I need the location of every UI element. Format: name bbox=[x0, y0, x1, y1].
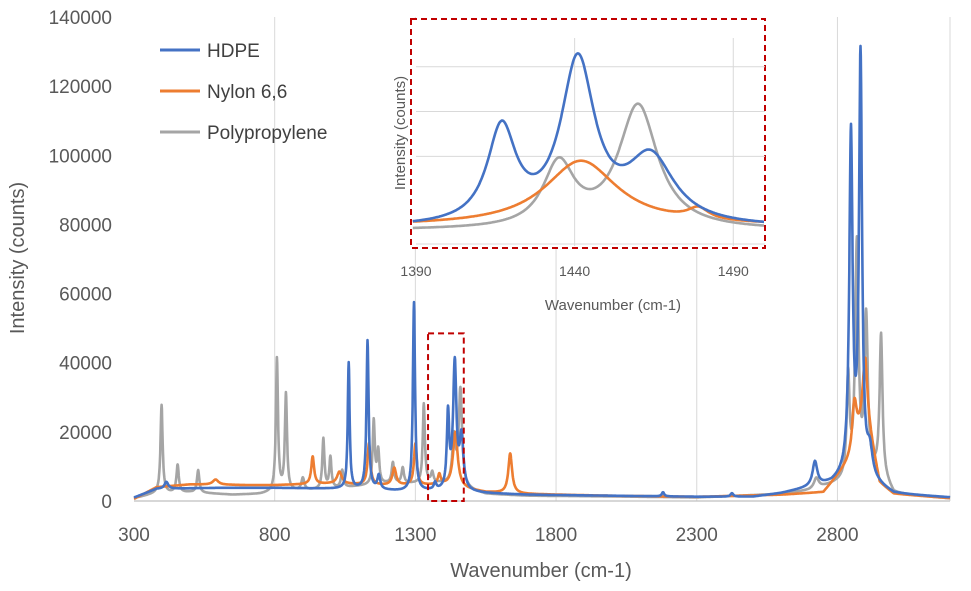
legend: HDPE Nylon 6,6 Polypropylene bbox=[160, 41, 327, 144]
legend-label: Polypropylene bbox=[207, 123, 327, 144]
x-tick-label: 1800 bbox=[535, 525, 577, 546]
y-tick-label: 40000 bbox=[59, 354, 112, 375]
series-line-hdpe bbox=[133, 44, 951, 499]
y-tick-label: 100000 bbox=[49, 146, 112, 167]
legend-label: Nylon 6,6 bbox=[207, 82, 287, 103]
legend-item-nylon-6-6: Nylon 6,6 bbox=[160, 82, 287, 103]
x-axis-title: Wavenumber (cm-1) bbox=[450, 560, 632, 582]
legend-label: HDPE bbox=[207, 41, 260, 62]
inset-x-axis-title: Wavenumber (cm-1) bbox=[545, 297, 681, 314]
x-tick-label: 2800 bbox=[816, 525, 858, 546]
y-tick-label: 80000 bbox=[59, 215, 112, 236]
y-tick-label: 0 bbox=[101, 492, 112, 513]
y-tick-label: 120000 bbox=[49, 77, 112, 98]
inset-x-tick-label: 1490 bbox=[718, 263, 749, 279]
x-tick-label: 800 bbox=[259, 525, 291, 546]
inset-x-tick-label: 1440 bbox=[559, 263, 590, 279]
x-tick-label: 2300 bbox=[676, 525, 718, 546]
y-tick-label: 20000 bbox=[59, 423, 112, 444]
inset-line-hdpe bbox=[412, 52, 764, 224]
main-axes: 300 800 1300 1800 2300 2800 0 20000 40000 60000 80… bbox=[49, 8, 950, 546]
series-line-nylon-6-6 bbox=[133, 356, 951, 501]
x-tick-label: 300 bbox=[118, 525, 150, 546]
inset-y-axis-title: Intensity (counts) bbox=[392, 76, 409, 190]
inset-line-polypropylene bbox=[412, 102, 764, 230]
inset-series-lines bbox=[412, 52, 764, 230]
inset-zoom-chart: 1390 1440 1490 Wavenumber (cm-1) Intensity (… bbox=[392, 18, 766, 314]
y-axis-title: Intensity (counts) bbox=[7, 182, 29, 334]
zoom-region-box bbox=[427, 332, 465, 503]
series-line-polypropylene bbox=[133, 235, 951, 500]
main-series-lines bbox=[133, 44, 951, 501]
x-tick-label: 1300 bbox=[394, 525, 436, 546]
inset-x-tick-label: 1390 bbox=[400, 263, 431, 279]
y-tick-label: 140000 bbox=[49, 8, 112, 29]
y-tick-label: 60000 bbox=[59, 285, 112, 306]
legend-item-hdpe: HDPE bbox=[160, 41, 260, 62]
legend-item-polypropylene: Polypropylene bbox=[160, 123, 327, 144]
